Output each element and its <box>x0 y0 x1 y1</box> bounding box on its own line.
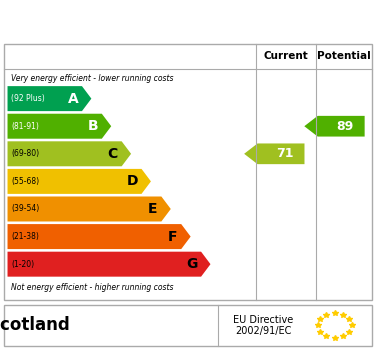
Text: (21-38): (21-38) <box>11 232 39 241</box>
Polygon shape <box>244 143 305 164</box>
Polygon shape <box>8 224 191 249</box>
Text: (39-54): (39-54) <box>11 205 39 213</box>
Text: Energy Efficiency Rating: Energy Efficiency Rating <box>64 12 312 30</box>
Text: C: C <box>108 147 118 161</box>
Text: 71: 71 <box>276 147 294 160</box>
Polygon shape <box>8 169 151 194</box>
Text: E: E <box>148 202 158 216</box>
Text: EU Directive
2002/91/EC: EU Directive 2002/91/EC <box>233 315 293 336</box>
Text: (81-91): (81-91) <box>11 122 39 131</box>
Text: (55-68): (55-68) <box>11 177 39 186</box>
Text: (1-20): (1-20) <box>11 260 35 269</box>
Text: Not energy efficient - higher running costs: Not energy efficient - higher running co… <box>11 283 174 292</box>
Text: G: G <box>186 257 197 271</box>
Text: 89: 89 <box>336 120 353 133</box>
Text: Potential: Potential <box>317 51 371 61</box>
Text: (69-80): (69-80) <box>11 149 39 158</box>
Text: A: A <box>67 92 78 106</box>
Text: B: B <box>88 119 98 133</box>
Polygon shape <box>8 197 171 221</box>
Text: F: F <box>168 230 177 244</box>
Text: (92 Plus): (92 Plus) <box>11 94 45 103</box>
Text: Very energy efficient - lower running costs: Very energy efficient - lower running co… <box>11 74 174 83</box>
Text: D: D <box>126 174 138 188</box>
Polygon shape <box>304 116 365 136</box>
Polygon shape <box>8 252 211 277</box>
Polygon shape <box>8 86 91 111</box>
Polygon shape <box>8 141 131 166</box>
Text: Scotland: Scotland <box>0 316 71 334</box>
Text: Current: Current <box>263 51 308 61</box>
Polygon shape <box>8 114 111 139</box>
